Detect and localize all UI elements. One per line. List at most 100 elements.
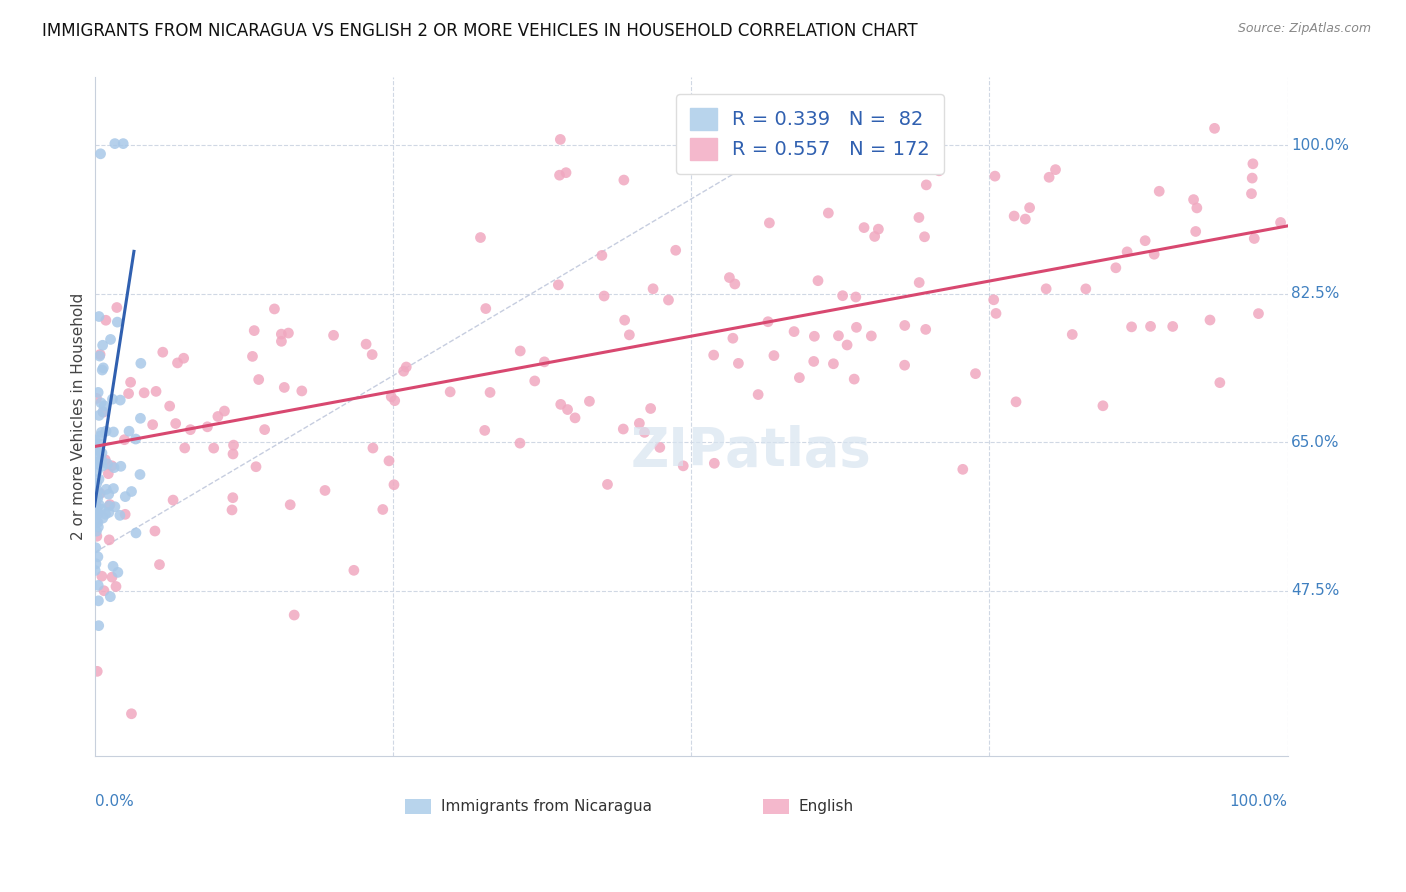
Point — [84, 491, 107, 505]
Point — [1074, 282, 1097, 296]
Point — [557, 402, 579, 417]
Point — [90, 569, 112, 583]
Point — [382, 477, 405, 491]
Point — [118, 424, 141, 438]
Point — [628, 417, 651, 431]
Point — [195, 419, 218, 434]
Point — [378, 454, 401, 468]
Point — [253, 423, 276, 437]
Point — [270, 334, 292, 349]
Point — [1105, 260, 1128, 275]
Point — [845, 320, 868, 334]
Point — [703, 456, 725, 470]
Point — [596, 477, 619, 491]
Point — [84, 496, 107, 510]
Point — [1139, 319, 1161, 334]
Point — [1062, 327, 1084, 342]
Point — [657, 293, 679, 307]
Point — [91, 446, 114, 460]
Text: 0.0%: 0.0% — [94, 794, 134, 808]
Point — [845, 290, 868, 304]
Point — [120, 376, 142, 390]
Point — [283, 608, 305, 623]
Point — [823, 357, 845, 371]
Point — [214, 404, 236, 418]
Point — [380, 390, 402, 404]
Point — [86, 524, 108, 538]
Point — [1018, 201, 1040, 215]
Text: ZIPatlas: ZIPatlas — [630, 425, 872, 476]
Point — [86, 504, 108, 518]
Point — [395, 359, 418, 374]
Point — [117, 386, 139, 401]
Point — [314, 483, 336, 498]
Point — [94, 424, 117, 438]
Point — [665, 244, 688, 258]
Point — [207, 409, 229, 424]
Point — [648, 441, 671, 455]
Point — [165, 417, 187, 431]
Point — [84, 564, 107, 578]
Point — [114, 490, 136, 504]
Point — [984, 306, 1007, 320]
Point — [633, 425, 655, 440]
Point — [1116, 244, 1139, 259]
Point — [105, 301, 128, 315]
Point — [145, 384, 167, 399]
Point — [1143, 247, 1166, 261]
Point — [1243, 231, 1265, 245]
Point — [91, 459, 114, 474]
Point — [983, 293, 1005, 307]
Point — [101, 392, 124, 406]
Point — [641, 282, 664, 296]
Point — [90, 396, 112, 410]
Point — [914, 229, 936, 244]
Point — [612, 422, 634, 436]
Point — [89, 347, 111, 361]
Point — [470, 230, 492, 244]
Text: 100.0%: 100.0% — [1291, 137, 1350, 153]
Point — [87, 458, 110, 472]
Point — [727, 356, 749, 370]
Point — [89, 498, 111, 512]
Point — [807, 274, 830, 288]
Point — [914, 322, 936, 336]
Point — [242, 350, 264, 364]
FancyBboxPatch shape — [405, 799, 432, 814]
Point — [984, 169, 1007, 183]
Point — [550, 132, 572, 146]
Point — [827, 328, 849, 343]
Point — [243, 324, 266, 338]
Point — [718, 270, 741, 285]
Point — [98, 498, 121, 512]
Point — [90, 502, 112, 516]
Text: English: English — [799, 799, 853, 814]
Point — [104, 580, 127, 594]
Y-axis label: 2 or more Vehicles in Household: 2 or more Vehicles in Household — [72, 293, 86, 541]
Legend: R = 0.339   N =  82, R = 0.557   N = 172: R = 0.339 N = 82, R = 0.557 N = 172 — [676, 94, 943, 174]
Point — [343, 563, 366, 577]
Point — [361, 348, 384, 362]
Point — [110, 459, 132, 474]
Point — [94, 452, 117, 467]
Point — [509, 343, 531, 358]
Point — [110, 393, 132, 408]
Point — [803, 354, 825, 368]
Point — [756, 315, 779, 329]
Point — [86, 476, 108, 491]
Point — [129, 467, 152, 482]
Point — [724, 277, 747, 291]
Point — [84, 442, 107, 456]
Point — [84, 434, 107, 448]
Point — [860, 329, 883, 343]
Text: 65.0%: 65.0% — [1291, 434, 1340, 450]
Point — [273, 380, 295, 394]
Point — [803, 329, 825, 343]
Point — [1182, 193, 1205, 207]
Point — [202, 441, 225, 455]
Point — [86, 443, 108, 458]
Point — [173, 351, 195, 366]
Point — [893, 358, 915, 372]
Point — [591, 248, 613, 262]
Point — [96, 483, 118, 497]
